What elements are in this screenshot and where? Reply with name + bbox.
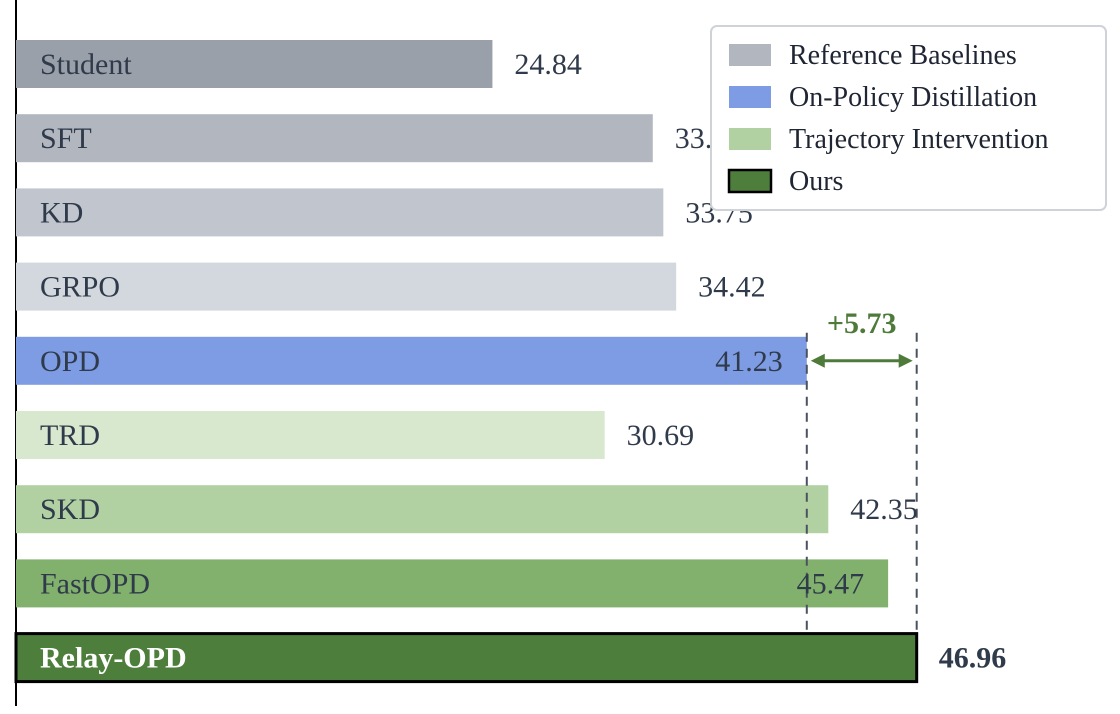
bar-student xyxy=(16,40,493,88)
legend-box xyxy=(710,25,1107,211)
bar-kd xyxy=(16,188,664,237)
category-label-grpo: GRPO xyxy=(40,271,120,304)
legend-label-reference-baselines: Reference Baselines xyxy=(789,40,1017,71)
value-label-opd: 41.23 xyxy=(715,345,783,378)
value-label-student: 24.84 xyxy=(514,48,582,81)
value-label-grpo: 34.42 xyxy=(698,271,766,304)
value-label-skd: 42.35 xyxy=(850,493,918,526)
category-label-trd: TRD xyxy=(40,419,100,452)
category-label-skd: SKD xyxy=(40,493,100,526)
value-label-trd: 30.69 xyxy=(627,419,695,452)
bar-sft xyxy=(16,114,653,163)
category-label-kd: KD xyxy=(40,196,83,229)
bar-grpo xyxy=(16,262,677,311)
arrow-head-left-icon xyxy=(810,353,825,368)
legend-label-ours: Ours xyxy=(789,166,843,197)
category-label-fastopd: FastOPD xyxy=(40,567,150,600)
legend-swatch-ours xyxy=(727,168,773,194)
bar-opd xyxy=(16,336,807,385)
legend-swatch-on-policy-distillation xyxy=(729,86,771,108)
value-label-relay-opd: 46.96 xyxy=(939,642,1007,675)
category-label-student: Student xyxy=(40,48,132,81)
legend-label-on-policy-distillation: On-Policy Distillation xyxy=(789,82,1037,113)
category-label-opd: OPD xyxy=(40,345,100,378)
category-label-sft: SFT xyxy=(40,122,92,155)
legend-swatch-trajectory-intervention xyxy=(729,128,771,150)
arrow-head-right-icon xyxy=(898,353,913,368)
legend-label-trajectory-intervention: Trajectory Intervention xyxy=(789,124,1048,155)
value-label-fastopd: 45.47 xyxy=(797,567,865,600)
legend-swatch-reference-baselines xyxy=(729,44,771,66)
bar-trd xyxy=(16,411,605,459)
improvement-label: +5.73 xyxy=(827,307,897,340)
bar-skd xyxy=(16,485,829,534)
bar-fastopd xyxy=(16,559,889,608)
bar-relay-opd xyxy=(14,632,919,684)
category-label-relay-opd: Relay-OPD xyxy=(40,642,187,675)
